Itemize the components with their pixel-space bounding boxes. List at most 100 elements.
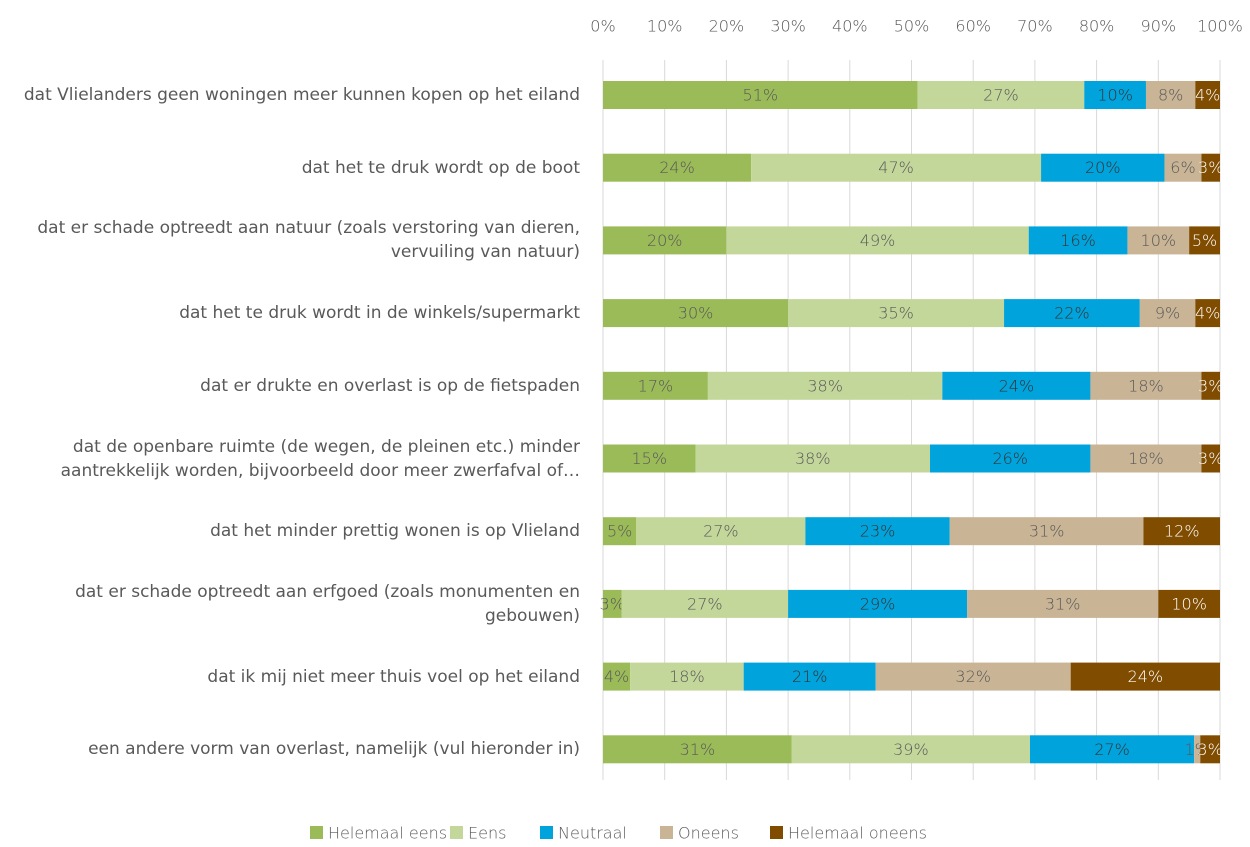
- category-label: dat Vlielanders geen woningen meer kunne…: [23, 85, 580, 105]
- bar-segment: [1028, 226, 1128, 255]
- bar-segment: [743, 662, 876, 691]
- data-label: 26%: [992, 449, 1028, 468]
- bar-segment: [726, 226, 1029, 255]
- category-label: dat er schade optreedt aan erfgoed (zoal…: [75, 581, 580, 626]
- bar-segment: [603, 299, 789, 328]
- legend-swatch: [310, 826, 323, 839]
- x-tick-label: 70%: [1017, 17, 1053, 36]
- data-label: 3%: [1198, 449, 1223, 468]
- bar-segment: [949, 517, 1144, 546]
- data-label: 31%: [1029, 522, 1065, 541]
- data-label: 3%: [600, 594, 625, 613]
- x-tick-label: 40%: [832, 17, 868, 36]
- bar-segment: [788, 299, 1005, 328]
- data-label: 17%: [638, 376, 674, 395]
- bar-segment: [1195, 81, 1220, 109]
- data-label: 3%: [1198, 376, 1223, 395]
- data-label: 30%: [678, 304, 714, 323]
- legend-swatch: [540, 826, 553, 839]
- x-tick-label: 60%: [955, 17, 991, 36]
- bar-segment: [603, 589, 622, 618]
- data-label: 3%: [1198, 158, 1223, 177]
- data-label: 10%: [1171, 594, 1207, 613]
- data-label: 10%: [1097, 86, 1133, 105]
- data-label: 51%: [743, 86, 779, 105]
- data-label: 23%: [860, 522, 896, 541]
- legend-label: Oneens: [678, 824, 739, 843]
- legend-label: Helemaal eens: [328, 824, 447, 843]
- bar-segment: [1029, 735, 1195, 764]
- bar-segment: [1189, 226, 1220, 255]
- data-label: 9%: [1155, 304, 1180, 323]
- x-tick-label: 100%: [1197, 17, 1243, 36]
- data-label: 39%: [893, 740, 929, 759]
- data-label: 49%: [860, 231, 896, 250]
- bar-segment: [1201, 153, 1220, 182]
- legend-swatch: [770, 826, 783, 839]
- bar-segment: [603, 735, 792, 764]
- bar-segment: [942, 371, 1091, 400]
- data-label: 27%: [687, 594, 723, 613]
- data-label: 12%: [1164, 522, 1200, 541]
- bar-segment: [1201, 444, 1220, 473]
- bar-segment: [791, 735, 1030, 764]
- bar-segment: [1070, 662, 1220, 691]
- bar-segment: [788, 589, 968, 618]
- bar-segment: [1090, 371, 1202, 400]
- data-label: 31%: [680, 740, 716, 759]
- bar-segment: [695, 444, 931, 473]
- legend-swatch: [450, 826, 463, 839]
- data-label: 15%: [631, 449, 667, 468]
- bar-segment: [1090, 444, 1202, 473]
- bar-segment: [603, 662, 631, 691]
- legend-swatch: [660, 826, 673, 839]
- bar-segment: [1139, 299, 1196, 328]
- bar-segment: [707, 371, 943, 400]
- bar-segment: [1201, 371, 1220, 400]
- data-label: 4%: [604, 667, 629, 686]
- bar-segment: [636, 517, 806, 546]
- x-tick-label: 50%: [894, 17, 930, 36]
- bar-segment: [630, 662, 744, 691]
- data-label: 20%: [1085, 158, 1121, 177]
- data-label: 18%: [669, 667, 705, 686]
- bar-segment: [1127, 226, 1190, 255]
- bar-segment: [875, 662, 1071, 691]
- bar-segment: [603, 153, 752, 182]
- legend-label: Helemaal oneens: [788, 824, 927, 843]
- category-label: dat het te druk wordt in de winkels/supe…: [179, 303, 580, 324]
- bar-segment: [1195, 299, 1220, 328]
- category-label: dat er schade optreedt aan natuur (zoals…: [37, 218, 580, 263]
- category-label: dat ik mij niet meer thuis voel op het e…: [207, 666, 580, 687]
- x-tick-label: 10%: [647, 17, 683, 36]
- data-label: 47%: [878, 158, 914, 177]
- bar-segment: [603, 81, 918, 109]
- bar-segment: [1200, 735, 1220, 764]
- bar-segment: [917, 81, 1085, 109]
- data-label: 3%: [1197, 740, 1222, 759]
- data-label: 27%: [1094, 740, 1130, 759]
- x-tick-label: 90%: [1141, 17, 1177, 36]
- data-label: 38%: [795, 449, 831, 468]
- x-tick-label: 20%: [709, 17, 745, 36]
- data-label: 4%: [1195, 304, 1220, 323]
- legend-label: Eens: [468, 824, 506, 843]
- category-label: een andere vorm van overlast, namelijk (…: [88, 739, 580, 760]
- data-label: 8%: [1158, 86, 1183, 105]
- category-label: dat de openbare ruimte (de wegen, de ple…: [60, 436, 580, 481]
- bar-segment: [751, 153, 1042, 182]
- data-label: 18%: [1128, 376, 1164, 395]
- bar-segment: [603, 226, 727, 255]
- data-label: 18%: [1128, 449, 1164, 468]
- data-label: 5%: [1192, 231, 1217, 250]
- data-label: 38%: [807, 376, 843, 395]
- x-tick-label: 30%: [770, 17, 806, 36]
- data-label: 31%: [1045, 594, 1081, 613]
- data-label: 20%: [647, 231, 683, 250]
- bar-segment: [1084, 81, 1146, 109]
- data-label: 32%: [955, 667, 991, 686]
- data-label: 6%: [1170, 158, 1195, 177]
- data-label: 21%: [792, 667, 828, 686]
